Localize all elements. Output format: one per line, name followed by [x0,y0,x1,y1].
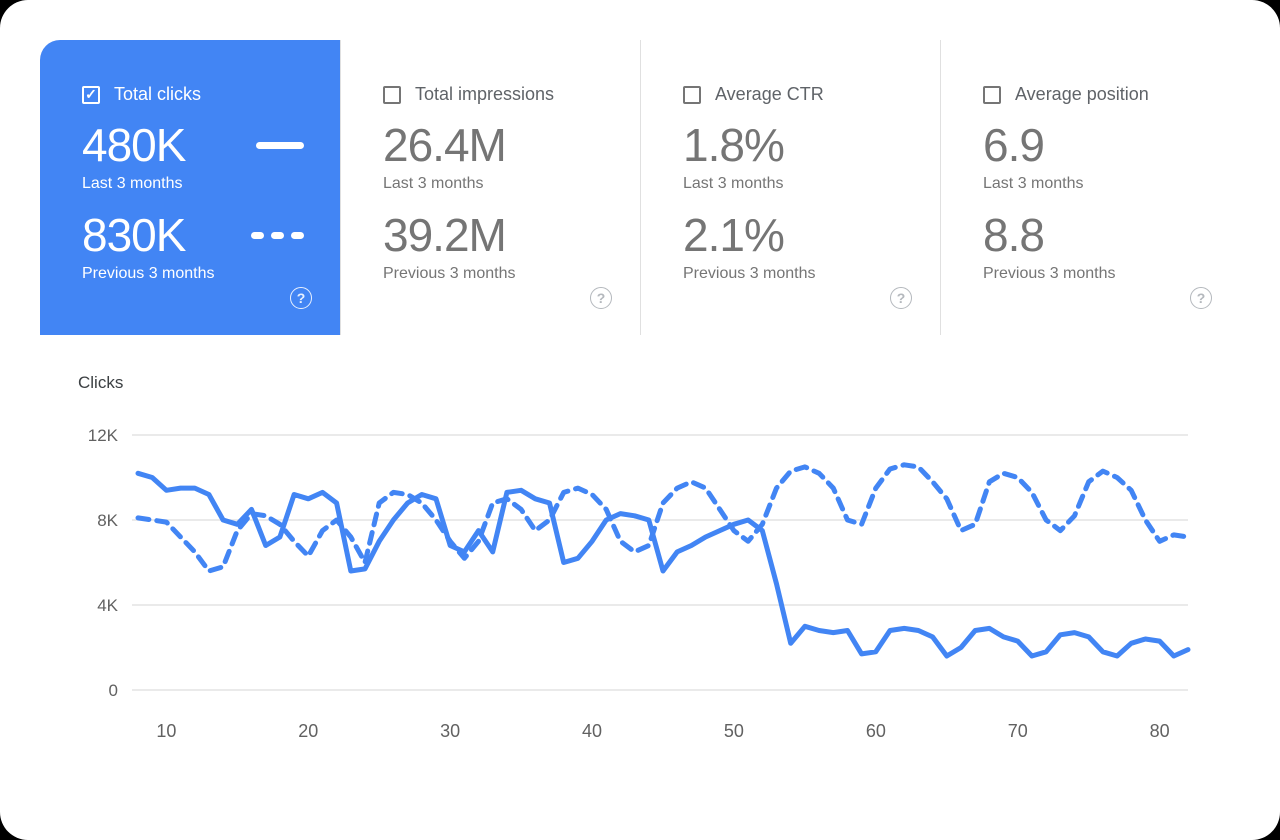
card-label: Average position [1015,84,1149,104]
previous-caption: Previous 3 months [983,265,1116,282]
current-value-row: 26.4M [383,119,640,171]
total-clicks-checkbox[interactable]: ✓ [82,85,100,104]
previous-value-row: 8.8 [983,209,1240,261]
card-label: Total clicks [114,84,202,104]
previous-caption: Previous 3 months [683,265,816,282]
average-ctr-checkbox[interactable] [683,85,701,104]
current-caption: Last 3 months [983,175,1084,192]
card-average-ctr[interactable]: Average CTR 1.8% Last 3 months 2.1% Prev… [640,40,940,335]
current-value-row: 480K [82,119,340,171]
card-header: ✓ Total clicks [82,84,340,105]
series-last-3-months [135,470,1191,659]
card-header: Total impressions [383,84,640,105]
x-tick-label: 10 [156,721,176,741]
y-tick-label: 0 [109,681,118,700]
previous-value: 2.1% [683,209,785,261]
card-average-position[interactable]: Average position 6.9 Last 3 months 8.8 P… [940,40,1240,335]
previous-value-row: 2.1% [683,209,940,261]
current-value: 6.9 [983,119,1045,171]
help-icon[interactable]: ? [890,287,912,309]
average-position-checkbox[interactable] [983,85,1001,104]
chart-ylabel: Clicks [78,373,124,392]
y-tick-label: 8K [97,511,118,530]
x-tick-label: 20 [298,721,318,741]
solid-line-legend-icon [256,141,304,149]
previous-value-row: 830K [82,209,340,261]
x-tick-label: 30 [440,721,460,741]
current-value-row: 1.8% [683,119,940,171]
current-caption: Last 3 months [82,175,183,192]
previous-value: 8.8 [983,209,1045,261]
x-tick-label: 60 [866,721,886,741]
previous-value: 830K [82,209,186,261]
help-icon[interactable]: ? [590,287,612,309]
help-icon[interactable]: ? [290,287,312,309]
card-header: Average position [983,84,1240,105]
card-header: Average CTR [683,84,940,105]
current-value: 1.8% [683,119,785,171]
previous-value: 39.2M [383,209,507,261]
current-value: 26.4M [383,119,507,171]
previous-value-row: 39.2M [383,209,640,261]
metric-cards: ✓ Total clicks 480K Last 3 months 830K P… [40,40,1240,335]
card-label: Total impressions [415,84,555,104]
dashed-line-legend-icon [251,231,304,239]
help-icon[interactable]: ? [1190,287,1212,309]
previous-caption: Previous 3 months [82,265,215,282]
series-previous-3-months [135,462,1191,574]
current-value: 480K [82,119,186,171]
current-caption: Last 3 months [683,175,784,192]
y-tick-label: 4K [97,596,118,615]
y-tick-label: 12K [88,426,119,445]
card-label: Average CTR [715,84,824,104]
x-tick-label: 50 [724,721,744,741]
x-tick-label: 70 [1008,721,1028,741]
total-impressions-checkbox[interactable] [383,85,401,104]
card-total-clicks[interactable]: ✓ Total clicks 480K Last 3 months 830K P… [40,40,340,335]
x-tick-label: 40 [582,721,602,741]
current-caption: Last 3 months [383,175,484,192]
previous-caption: Previous 3 months [383,265,516,282]
x-tick-label: 80 [1150,721,1170,741]
current-value-row: 6.9 [983,119,1240,171]
card-total-impressions[interactable]: Total impressions 26.4M Last 3 months 39… [340,40,640,335]
